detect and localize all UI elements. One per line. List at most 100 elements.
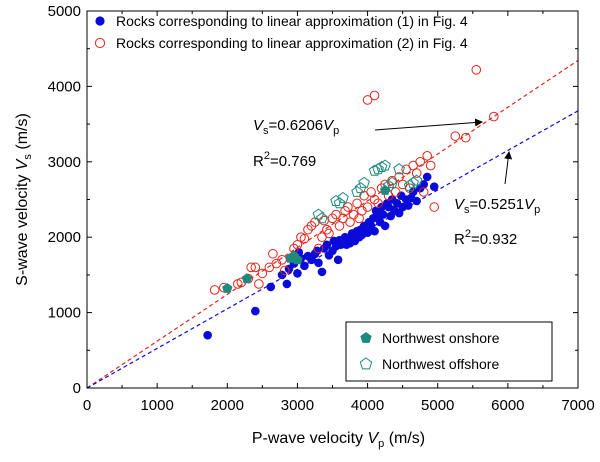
point-linear-1: [422, 172, 432, 182]
point-nw-offshore: [358, 176, 370, 188]
point-linear-1: [333, 255, 343, 265]
point-linear-1: [203, 330, 212, 340]
point-linear-1: [300, 261, 309, 271]
point-linear-2: [429, 202, 440, 212]
y-tick-label: 4000: [48, 78, 81, 95]
point-nw-onshore: [292, 254, 303, 265]
point-nw-offshore: [368, 164, 381, 176]
point-linear-1: [317, 267, 327, 277]
point-linear-2: [422, 150, 432, 161]
point-linear-1: [266, 282, 276, 292]
point-linear-1: [408, 187, 418, 197]
point-linear-2: [460, 132, 471, 143]
point-linear-1: [429, 182, 439, 191]
point-linear-2: [257, 268, 268, 279]
point-linear-1: [419, 180, 428, 189]
y-tick-label: 1000: [48, 305, 81, 322]
point-nw-offshore: [316, 212, 328, 224]
point-linear-2: [369, 90, 380, 101]
point-linear-2: [209, 285, 220, 295]
point-nw-offshore: [393, 163, 405, 175]
point-linear-2: [425, 160, 436, 171]
point-nw-offshore: [410, 174, 423, 186]
point-linear-2: [489, 111, 499, 122]
y-tick-label: 0: [73, 380, 81, 397]
legend-label-linear-2: Rocks corresponding to linear approximat…: [116, 35, 468, 51]
point-linear-2: [246, 262, 256, 273]
point-nw-offshore: [407, 176, 419, 188]
x-tick-label: 4000: [351, 397, 384, 414]
x-tick-label: 7000: [561, 397, 594, 414]
legend-box: [345, 321, 553, 382]
point-linear-1: [370, 226, 379, 236]
point-nw-offshore: [337, 191, 349, 203]
x-tick-label: 6000: [491, 397, 524, 414]
point-linear-2: [268, 248, 278, 259]
y-tick-label: 5000: [48, 3, 81, 20]
r2-eq1: R2=0.932: [454, 228, 517, 248]
x-tick-label: 0: [83, 397, 91, 414]
point-nw-offshore: [386, 176, 398, 188]
plot-marks: [87, 59, 578, 388]
point-linear-1: [293, 269, 302, 278]
point-nw-offshore: [351, 185, 363, 197]
axes: 0 1000 2000 3000 4000 5000 6000 7000 0 1000 2000 30…: [14, 3, 595, 450]
point-linear-2: [411, 168, 422, 178]
point-nw-offshore: [379, 159, 391, 171]
equation-eq2: Vs=0.6206Vp: [253, 117, 339, 137]
x-tick-label: 1000: [140, 397, 173, 414]
point-linear-2: [362, 202, 373, 212]
point-linear-2: [254, 279, 264, 289]
legend-label-nw-onshore: Northwest onshore: [382, 330, 500, 346]
point-linear-2: [250, 262, 261, 273]
r2-eq2: R2=0.769: [253, 150, 316, 170]
legends: Rocks corresponding to linear approximat…: [94, 13, 553, 382]
point-linear-2: [352, 198, 362, 209]
point-nw-offshore: [312, 208, 325, 220]
point-linear-2: [415, 157, 425, 167]
point-linear-2: [373, 198, 383, 209]
legend-marker-nw-offshore: [359, 357, 373, 370]
point-linear-2: [313, 243, 324, 254]
y-tick-label: 3000: [48, 154, 81, 171]
legend-marker-linear-2: [94, 37, 106, 49]
legend-marker-linear-1: [95, 16, 105, 26]
point-linear-1: [412, 196, 421, 206]
legend-label-nw-offshore: Northwest offshore: [382, 356, 499, 372]
point-nw-offshore: [333, 197, 346, 209]
y-tick-label: 2000: [48, 229, 81, 246]
x-tick-label: 2000: [211, 397, 244, 414]
point-linear-1: [378, 210, 388, 219]
point-linear-2: [280, 265, 290, 276]
point-nw-offshore: [354, 182, 367, 194]
point-linear-1: [403, 201, 413, 210]
point-nw-offshore: [372, 163, 384, 175]
point-linear-2: [418, 187, 429, 197]
point-linear-2: [299, 233, 310, 244]
arrow-eq1: [504, 151, 513, 185]
x-tick-label: 3000: [281, 397, 314, 414]
arrow-eq2: [374, 118, 483, 131]
point-linear-1: [314, 258, 323, 268]
point-linear-2: [343, 202, 353, 212]
point-nw-offshore: [375, 160, 388, 172]
point-nw-onshore: [241, 273, 253, 284]
point-nw-offshore: [403, 179, 416, 191]
legend-marker-nw-onshore: [360, 332, 372, 343]
legend-label-linear-1: Rocks corresponding to linear approximat…: [116, 13, 468, 29]
y-axis-title: S-wave velocity Vs (m/s): [14, 113, 34, 286]
point-linear-2: [450, 131, 461, 141]
point-nw-offshore: [382, 179, 395, 191]
x-tick-label: 5000: [421, 397, 454, 414]
point-linear-1: [282, 279, 292, 289]
point-linear-1: [363, 228, 372, 237]
fit-line-linear-2-fit: [87, 59, 578, 388]
x-axis-title: P-wave velocity Vp (m/s): [252, 430, 425, 450]
point-nw-onshore: [222, 283, 233, 293]
point-linear-1: [322, 240, 332, 250]
annotations: Vs=0.6206Vp R2=0.769 Vs=0.5251Vp R2=0.932: [253, 117, 540, 248]
point-linear-1: [277, 270, 287, 280]
point-linear-2: [471, 65, 482, 75]
equation-eq1: Vs=0.5251Vp: [454, 196, 540, 216]
